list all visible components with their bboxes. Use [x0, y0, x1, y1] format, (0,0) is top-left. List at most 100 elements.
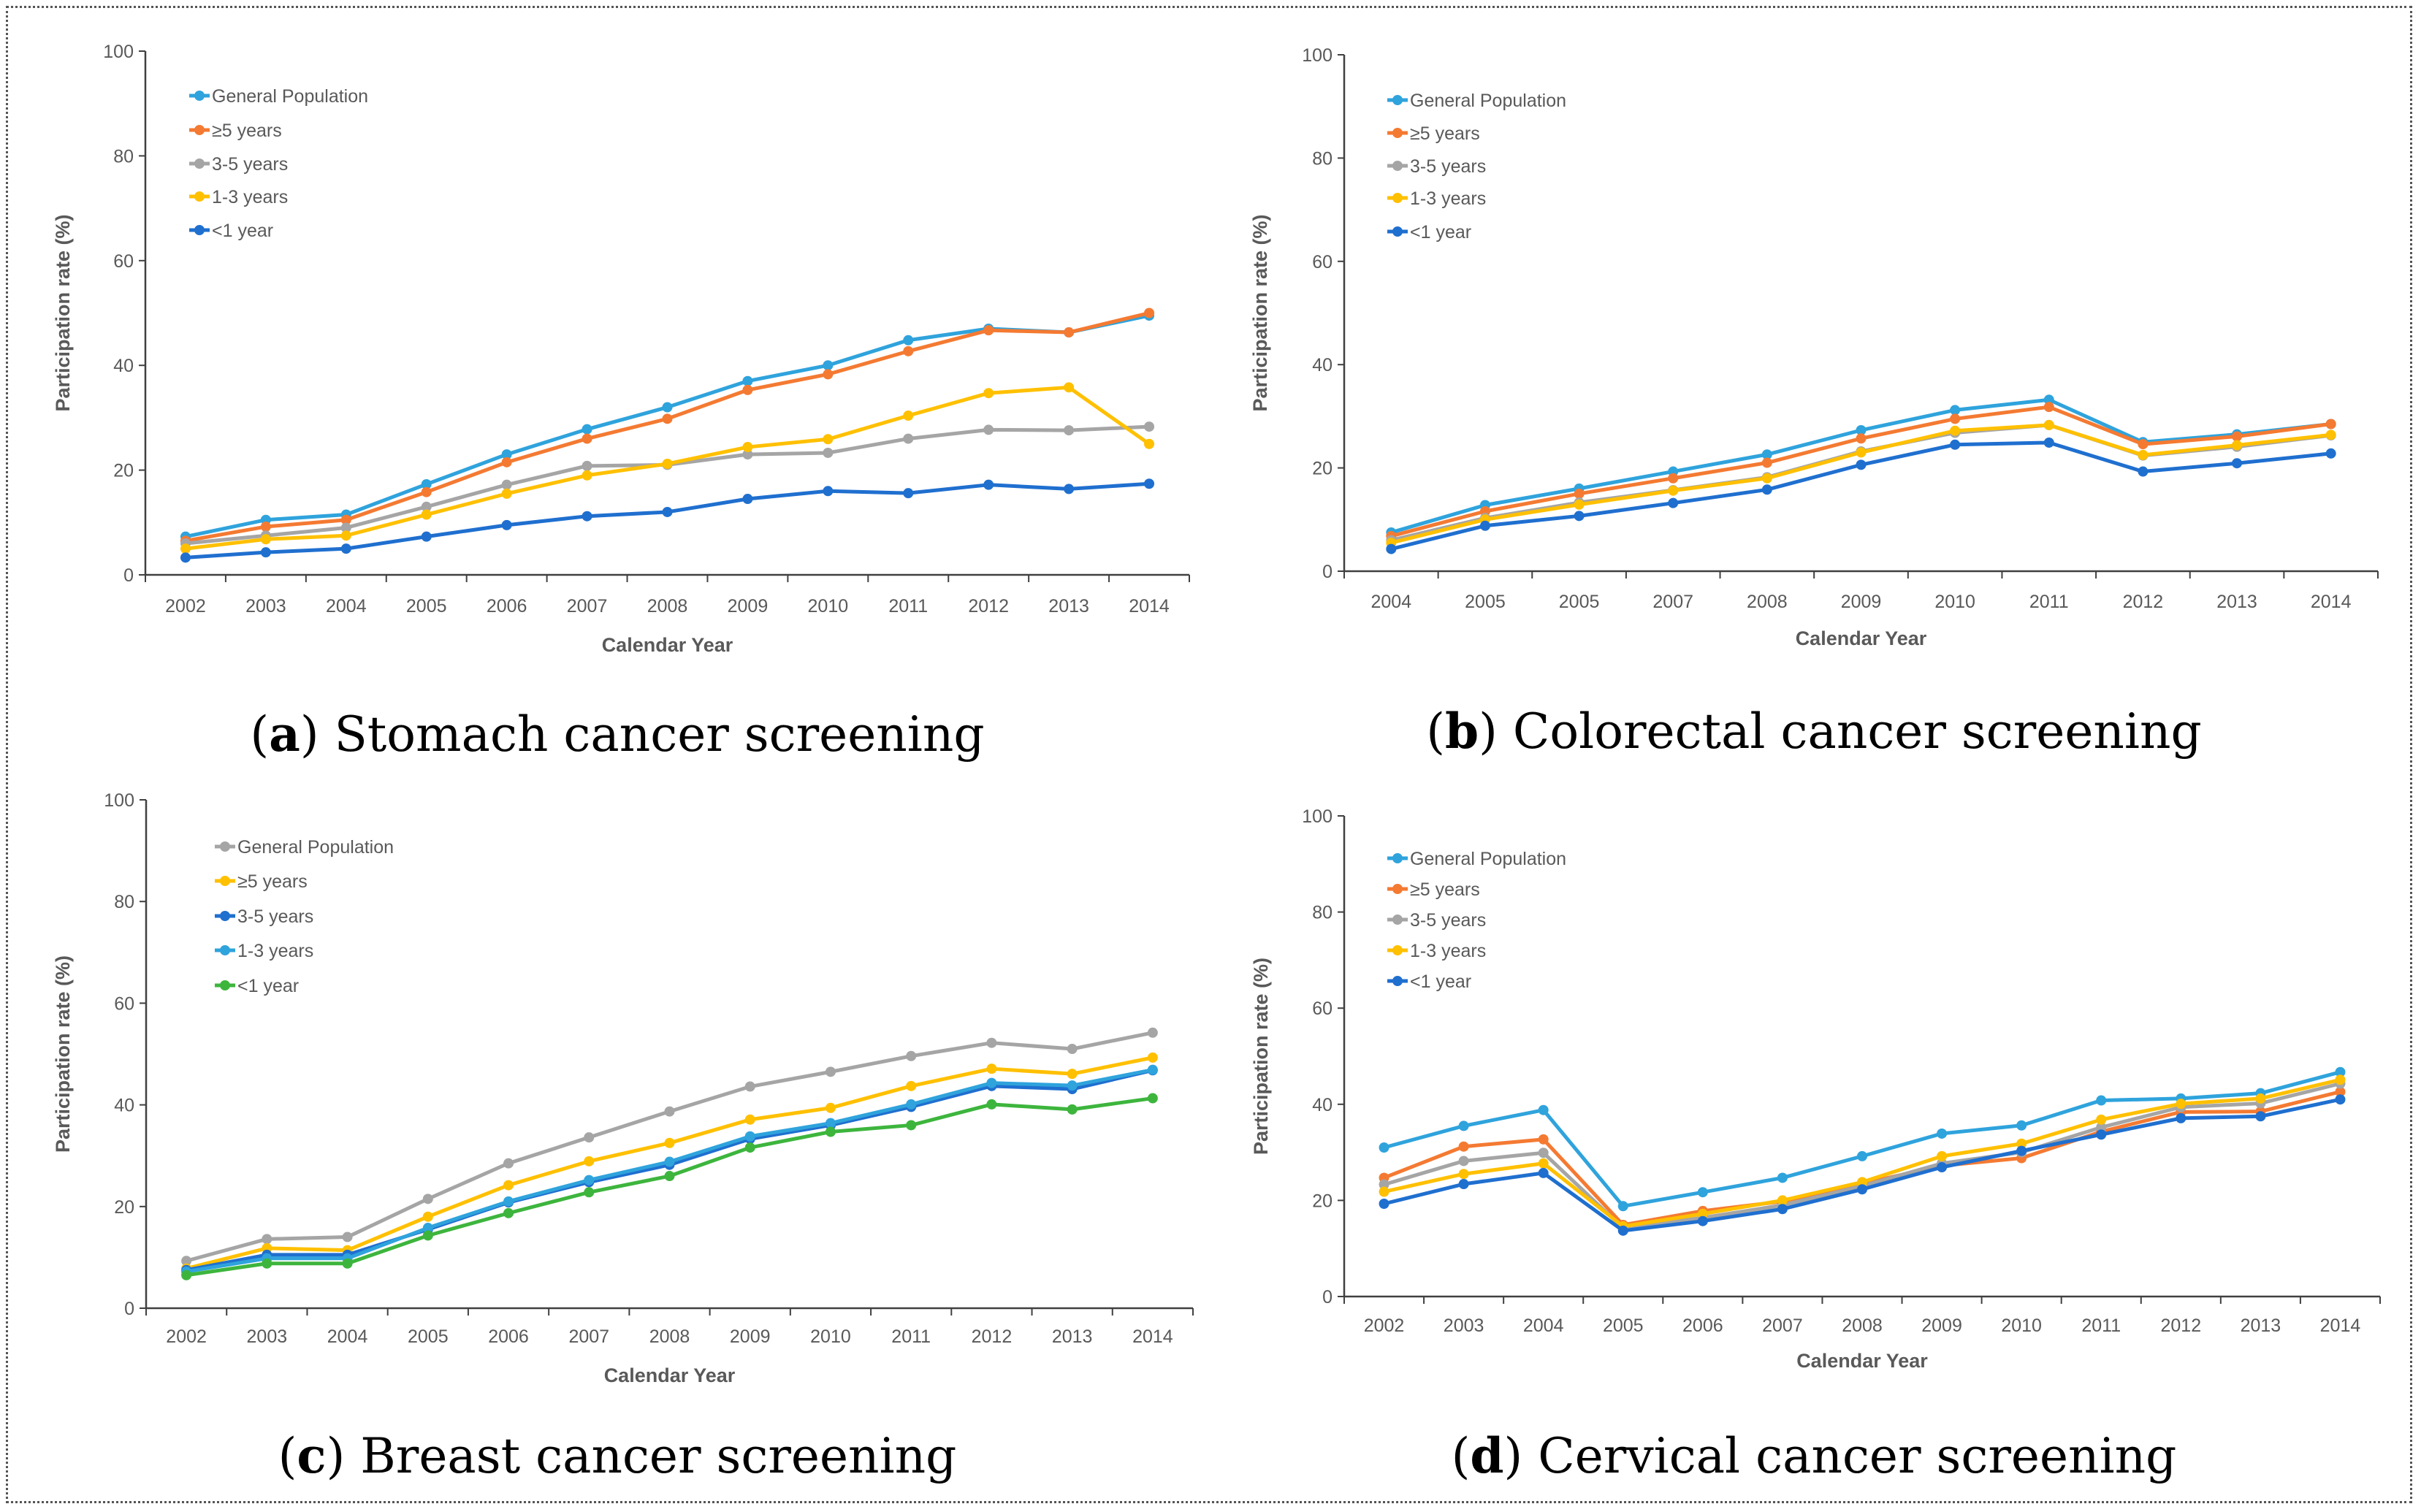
- x-tick-label: 2006: [487, 596, 527, 616]
- data-point: [983, 479, 994, 490]
- data-point: [823, 360, 834, 371]
- data-point: [906, 1120, 917, 1131]
- data-point: [501, 457, 512, 467]
- data-point: [1064, 484, 1075, 495]
- data-point: [662, 458, 673, 469]
- x-tick-label: 2009: [1841, 592, 1882, 612]
- x-tick-label: 2007: [567, 596, 608, 616]
- x-tick-label: 2007: [568, 1326, 609, 1347]
- data-point: [342, 1258, 353, 1269]
- data-point: [1777, 1172, 1788, 1183]
- y-tick-label: 60: [114, 993, 134, 1014]
- data-point: [1950, 425, 1961, 436]
- y-axis-title: Participation rate (%): [52, 955, 74, 1153]
- chart-panel-d: 0 20 40 60 80 100 2002 2003 2004 2005 2006 2007 2008…: [1250, 806, 2381, 1484]
- legend-marker: [194, 91, 205, 101]
- data-point: [584, 1132, 595, 1143]
- data-point: [1761, 457, 1772, 468]
- data-point: [1761, 484, 1772, 495]
- data-point: [903, 433, 914, 444]
- data-point: [1064, 327, 1075, 338]
- x-tick-label: 2009: [1921, 1316, 1962, 1336]
- data-point: [1147, 1052, 1158, 1063]
- legend-marker: [1392, 915, 1403, 925]
- legend-marker: [1392, 161, 1403, 171]
- data-point: [1458, 1156, 1469, 1167]
- x-axis-title: Calendar Year: [1796, 1350, 1928, 1372]
- data-point: [2043, 437, 2054, 448]
- series-line: [186, 1068, 1154, 1272]
- data-point: [1697, 1208, 1708, 1219]
- legend-label: General Population: [1410, 849, 1566, 869]
- data-point: [1950, 439, 1961, 450]
- data-point: [2335, 1066, 2346, 1077]
- data-point: [2096, 1122, 2107, 1133]
- series-2: 3-5 years: [1386, 156, 2336, 546]
- data-point: [340, 522, 351, 533]
- data-point: [501, 449, 512, 460]
- x-tick-label: 2002: [1364, 1316, 1405, 1336]
- series-line: [185, 313, 1150, 539]
- series-1: ≥5 years: [180, 121, 1155, 546]
- x-tick-label: 2004: [1371, 592, 1412, 612]
- y-tick-label: 80: [113, 146, 134, 167]
- legend-marker: [220, 841, 230, 852]
- data-point: [181, 1269, 192, 1280]
- legend-marker: [220, 980, 230, 990]
- data-point: [983, 325, 994, 336]
- data-point: [2043, 402, 2054, 413]
- y-tick-label: 20: [114, 1197, 134, 1218]
- data-point: [262, 1234, 272, 1245]
- legend-label: General Population: [212, 86, 368, 107]
- y-tick-label: 80: [1312, 903, 1332, 923]
- data-point: [180, 543, 191, 554]
- x-tick-label: 2004: [327, 1326, 368, 1347]
- data-point: [1538, 1167, 1549, 1178]
- x-tick-label: 2010: [808, 596, 849, 616]
- data-point: [503, 1180, 514, 1191]
- data-point: [1479, 520, 1490, 531]
- data-point: [2016, 1120, 2027, 1131]
- x-tick-label: 2010: [1934, 592, 1975, 612]
- data-point: [2232, 458, 2243, 469]
- data-point: [664, 1106, 675, 1117]
- data-point: [744, 1081, 755, 1092]
- legend-marker: [220, 945, 230, 955]
- data-point: [1379, 1142, 1389, 1153]
- series-3: 1-3 years: [1379, 941, 2346, 1232]
- x-tick-label: 2002: [165, 596, 206, 616]
- data-point: [1856, 424, 1867, 435]
- legend-label: <1 year: [212, 221, 273, 241]
- caption-paren: ): [1479, 703, 1513, 760]
- legend-label: General Population: [237, 837, 394, 858]
- data-point: [2176, 1112, 2186, 1123]
- data-point: [983, 388, 994, 399]
- x-tick-label: 2014: [2311, 592, 2352, 612]
- series-0: General Population: [1386, 91, 2336, 538]
- y-tick-label: 60: [1312, 999, 1332, 1019]
- legend-marker: [1392, 95, 1403, 105]
- x-tick-label: 2008: [647, 596, 688, 616]
- x-tick-label: 2013: [2216, 592, 2257, 612]
- data-point: [2096, 1129, 2107, 1140]
- data-point: [1856, 459, 1867, 470]
- data-point: [1668, 485, 1679, 496]
- x-tick-label: 2003: [245, 596, 286, 616]
- legend-marker: [1392, 193, 1403, 203]
- data-point: [986, 1099, 997, 1110]
- data-point: [1458, 1120, 1469, 1131]
- data-point: [582, 511, 592, 522]
- panel-caption: (d) Cervical cancer screening: [1452, 1427, 2177, 1484]
- series-1: ≥5 years: [181, 871, 1158, 1274]
- y-axis-title: Participation rate (%): [1250, 958, 1272, 1155]
- y-tick-label: 80: [114, 892, 134, 912]
- data-point: [823, 434, 834, 445]
- y-tick-label: 60: [113, 251, 134, 272]
- legend-marker: [1392, 884, 1403, 894]
- x-tick-label: 2004: [1523, 1316, 1564, 1336]
- data-point: [1458, 1179, 1469, 1190]
- legend-marker: [220, 876, 230, 886]
- caption-paren: (: [1452, 1428, 1471, 1484]
- x-tick-label: 2005: [406, 596, 447, 616]
- data-point: [503, 1207, 514, 1218]
